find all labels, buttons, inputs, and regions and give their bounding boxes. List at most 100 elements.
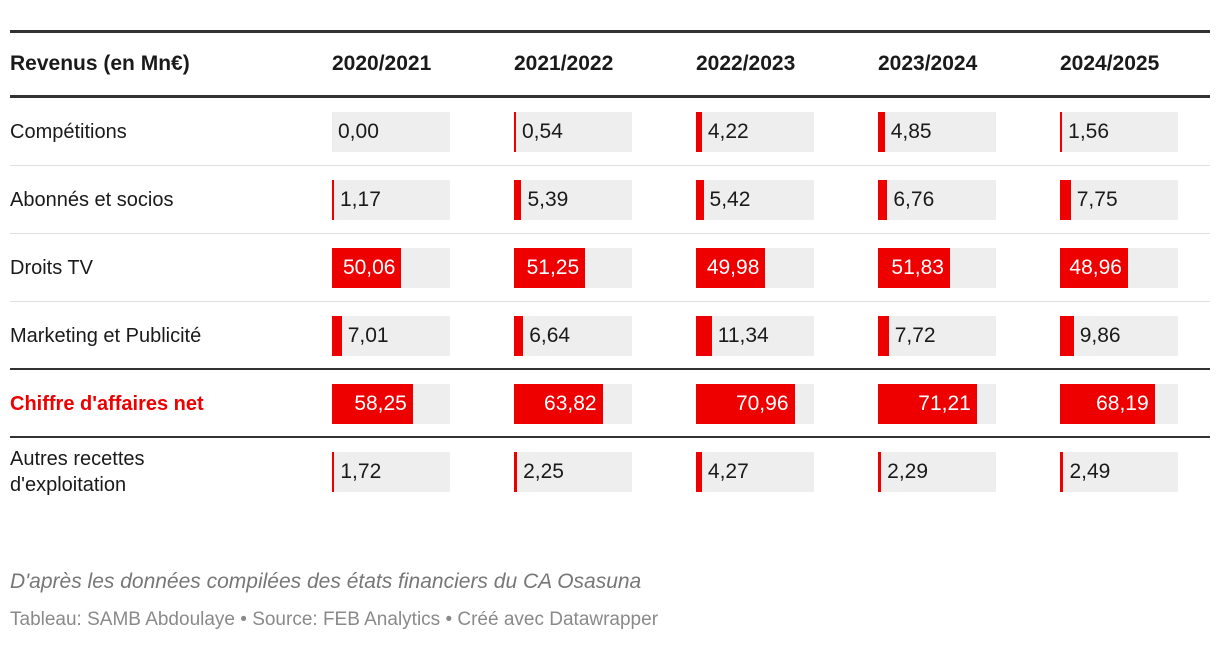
table-row: Marketing et Publicité 7,01 6,64 11,34 7,72 9… [10, 302, 1210, 370]
header-year-2022-2023[interactable]: 2022/2023 [696, 52, 796, 75]
bar [696, 384, 795, 424]
row-divider [10, 436, 1210, 438]
bar [332, 452, 335, 492]
bar-cell: 2,25 [514, 452, 632, 492]
bar [878, 112, 885, 152]
bar-cell: 6,76 [878, 180, 996, 220]
value-label: 7,01 [347, 324, 389, 347]
bar [1060, 316, 1074, 356]
header-label[interactable]: Revenus (en Mn€) [10, 52, 190, 75]
bar-cell: 0,54 [514, 112, 632, 152]
row-divider [10, 301, 1210, 302]
value-label: 2,25 [523, 460, 564, 483]
bar-cell: 4,22 [696, 112, 814, 152]
value-label: 51,83 [891, 256, 944, 279]
value-label: 6,76 [893, 188, 935, 211]
bar [514, 452, 518, 492]
bar [514, 316, 524, 356]
row-label: Droits TV [10, 256, 93, 279]
value-label: 6,64 [529, 324, 571, 347]
bar-cell: 71,21 [878, 384, 996, 424]
bar [332, 384, 413, 424]
bar [696, 112, 702, 152]
bar [696, 248, 766, 288]
row-divider [10, 368, 1210, 370]
value-label: 4,22 [707, 120, 749, 143]
bar-cell: 7,01 [332, 316, 450, 356]
row-label: Abonnés et socios [10, 188, 174, 211]
table-row: Droits TV 50,06 51,25 49,98 51,83 48,96 [10, 234, 1210, 302]
value-label: 71,21 [918, 392, 971, 415]
bar [514, 248, 586, 288]
bar-cell: 51,25 [514, 248, 632, 288]
bar [514, 180, 522, 220]
row-label: Marketing et Publicité [10, 324, 202, 347]
bar [1060, 112, 1063, 152]
value-label: 48,96 [1069, 256, 1122, 279]
bar-cell: 63,82 [514, 384, 632, 424]
value-label: 7,72 [894, 324, 936, 347]
header-year-2023-2024[interactable]: 2023/2024 [878, 52, 978, 75]
bar [514, 384, 603, 424]
value-label: 11,34 [717, 324, 769, 347]
value-label: 49,98 [706, 256, 760, 279]
value-label: 2,49 [1069, 460, 1111, 483]
header-year-2020-2021[interactable]: 2020/2021 [332, 52, 432, 75]
bar [696, 180, 704, 220]
bar [332, 180, 334, 220]
bar-cell: 70,96 [696, 384, 814, 424]
header-year-2024-2025[interactable]: 2024/2025 [1060, 52, 1160, 75]
value-label: 1,17 [340, 188, 381, 211]
value-label: 5,39 [527, 188, 569, 211]
bar [878, 180, 888, 220]
value-label: 50,06 [342, 256, 396, 279]
table-row: Abonnés et socios 1,17 5,39 5,42 6,76 7,75 [10, 166, 1210, 234]
bar [696, 452, 702, 492]
value-label: 68,19 [1096, 392, 1149, 415]
bar-cell: 2,49 [1060, 452, 1178, 492]
value-label: 0,00 [338, 120, 379, 143]
value-label: 51,25 [526, 256, 580, 279]
bar [878, 384, 977, 424]
bar [1060, 452, 1064, 492]
bar-cell: 4,27 [696, 452, 814, 492]
row-label: Compétitions [10, 120, 127, 143]
byline: Tableau: SAMB Abdoulaye • Source: FEB An… [10, 609, 659, 630]
value-label: 1,56 [1068, 120, 1110, 143]
value-label: 63,82 [544, 392, 597, 415]
bar [878, 248, 950, 288]
bar-cell: 7,75 [1060, 180, 1178, 220]
value-label: 4,85 [890, 120, 932, 143]
bar [332, 248, 402, 288]
value-label: 9,86 [1079, 324, 1121, 347]
bar-cell: 0,00 [332, 112, 450, 152]
bar-cell: 5,39 [514, 180, 632, 220]
value-label: 58,25 [354, 392, 407, 415]
bar [878, 316, 889, 356]
bar [1060, 180, 1071, 220]
bar [696, 316, 712, 356]
bar-cell: 4,85 [878, 112, 996, 152]
table-row: Autres recettes d'exploitation 1,72 2,25 4,… [10, 438, 1210, 506]
row-divider [10, 233, 1210, 234]
bar-cell: 68,19 [1060, 384, 1178, 424]
bar-cell: 50,06 [332, 248, 450, 288]
value-label: 2,29 [887, 460, 929, 483]
row-divider [10, 165, 1210, 166]
value-label: 7,75 [1076, 188, 1118, 211]
bar [332, 316, 342, 356]
bar-cell: 1,72 [332, 452, 450, 492]
bar-cell: 1,17 [332, 180, 450, 220]
bar-cell: 49,98 [696, 248, 814, 288]
top-rule [10, 30, 1210, 33]
bar [878, 452, 882, 492]
bar [1060, 384, 1155, 424]
row-label: Autres recettes d'exploitation [10, 448, 145, 496]
bar [514, 112, 516, 152]
bar-cell: 2,29 [878, 452, 996, 492]
header-row: Revenus (en Mn€) 2020/2021 2021/2022 2022/… [10, 33, 1210, 95]
bar-cell: 48,96 [1060, 248, 1178, 288]
header-year-2021-2022[interactable]: 2021/2022 [514, 52, 614, 75]
value-label: 70,96 [735, 392, 789, 415]
table-row: Compétitions 0,00 0,54 4,22 4,85 1,56 [10, 98, 1210, 166]
